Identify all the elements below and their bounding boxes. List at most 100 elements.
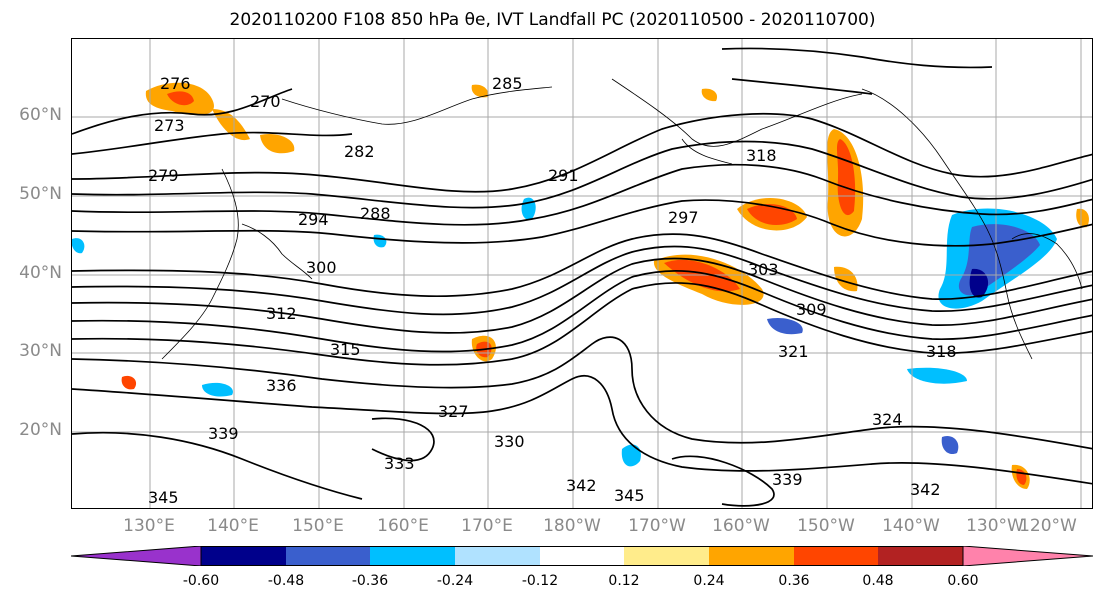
colorbar-tick: 0.24 — [693, 573, 725, 589]
contour-line — [72, 199, 1092, 247]
contour-label: 339 — [208, 424, 239, 443]
anomaly-patch — [202, 382, 233, 397]
anomaly-patch — [664, 259, 740, 292]
colorbar-tick: 0.60 — [947, 573, 979, 589]
colorbar-bin — [201, 546, 286, 566]
colorbar-bin — [624, 546, 709, 566]
contour-label: 288 — [360, 204, 391, 223]
contour-label: 276 — [160, 74, 191, 93]
coastline — [281, 86, 553, 125]
contour-line — [72, 257, 1092, 334]
lon-label-140e: 140°E — [207, 516, 259, 536]
anomaly-patch — [621, 444, 641, 467]
contour-label: 330 — [494, 432, 525, 451]
contour-label: 309 — [796, 300, 827, 319]
theta-e-contours — [72, 47, 1092, 507]
contour-label: 345 — [148, 488, 179, 507]
anomaly-patch — [969, 268, 989, 298]
coastline — [861, 88, 1033, 360]
anomaly-patch — [834, 266, 858, 292]
coastline — [1011, 233, 1083, 290]
map-panel: 273 270 276 279 282 285 288 291 294 297 … — [71, 38, 1093, 509]
colorbar-outline — [200, 546, 964, 566]
contour-line — [72, 282, 1092, 366]
colorbar-extend-low — [71, 546, 202, 566]
contour-line — [721, 47, 993, 69]
lon-label-160w: 160°W — [712, 516, 770, 536]
colorbar-tick: 0.48 — [862, 573, 894, 589]
colorbar-tick: 0.36 — [778, 573, 810, 589]
contour-label: 336 — [266, 376, 297, 395]
lon-label-170e: 170°E — [461, 516, 513, 536]
contour-label: 291 — [548, 166, 579, 185]
contour-line — [72, 245, 1092, 316]
contour-line — [72, 233, 1092, 300]
contour-line — [72, 375, 1092, 485]
contour-label: 321 — [778, 342, 809, 361]
contour-label: 333 — [384, 454, 415, 473]
coastline — [161, 168, 239, 360]
lon-label-180w: 180°W — [543, 516, 601, 536]
anomaly-patch — [767, 317, 803, 335]
contour-line — [72, 131, 353, 155]
map-title: 2020110200 F108 850 hPa θe, IVT Landfall… — [229, 10, 876, 30]
coastline — [241, 223, 313, 280]
lon-label-130e: 130°E — [123, 516, 175, 536]
map-canvas: 273 270 276 279 282 285 288 291 294 297 … — [72, 39, 1092, 508]
contour-label: 318 — [746, 146, 777, 165]
lon-label-120w: 120°W — [1019, 516, 1077, 536]
colorbar-tick: -0.24 — [436, 573, 474, 589]
anomaly-patch — [167, 91, 194, 106]
colorbar-extend-high — [962, 546, 1093, 566]
lat-label-50n: 50°N — [19, 184, 62, 204]
contour-label: 327 — [438, 402, 469, 421]
contour-label: 300 — [306, 258, 337, 277]
contour-label: 303 — [748, 260, 779, 279]
graticule — [72, 39, 1092, 508]
contour-label: 318 — [926, 342, 957, 361]
contour-label: 273 — [154, 116, 185, 135]
contour-line — [72, 431, 363, 500]
colorbar-tick: -0.48 — [267, 573, 305, 589]
contour-label: 297 — [668, 208, 699, 227]
contour-label: 279 — [148, 166, 179, 185]
contour-label: 324 — [872, 410, 903, 429]
lon-label-130w: 130°W — [966, 516, 1024, 536]
colorbar-bin — [878, 546, 963, 566]
anomaly-patch — [907, 367, 967, 384]
colorbar-tick: -0.36 — [351, 573, 389, 589]
contour-label: 345 — [614, 486, 645, 505]
colorbar-bin — [709, 546, 794, 566]
colorbar-bin — [455, 546, 540, 566]
contour-line — [72, 270, 1092, 353]
lon-label-140w: 140°W — [882, 516, 940, 536]
anomaly-patch — [941, 435, 959, 455]
contour-label: 342 — [910, 480, 941, 499]
lat-label-30n: 30°N — [19, 341, 62, 361]
coastline — [611, 78, 863, 147]
anomaly-patch — [373, 234, 387, 248]
contour-labels: 273 270 276 279 282 285 288 291 294 297 … — [148, 74, 957, 507]
contour-label: 270 — [250, 92, 281, 111]
lon-label-150e: 150°E — [292, 516, 344, 536]
anomaly-patch — [521, 197, 536, 220]
contour-label: 339 — [772, 470, 803, 489]
contour-line — [72, 163, 1092, 226]
colorbar-tick: 0.12 — [608, 573, 640, 589]
contour-label: 342 — [566, 476, 597, 495]
colorbar-tick: -0.60 — [182, 573, 220, 589]
colorbar-bin — [286, 546, 370, 566]
contour-label: 312 — [266, 304, 297, 323]
contour-line — [72, 140, 1092, 209]
contour-label: 285 — [492, 74, 523, 93]
contour-line — [72, 336, 1092, 450]
anomaly-patch — [260, 133, 295, 154]
colorbar — [71, 546, 1093, 566]
contour-line — [731, 78, 873, 95]
lon-label-160e: 160°E — [377, 516, 429, 536]
anomaly-patch — [121, 375, 137, 390]
lat-label-20n: 20°N — [19, 420, 62, 440]
lat-label-40n: 40°N — [19, 263, 62, 283]
contour-line — [72, 112, 1092, 193]
colorbar-bin — [540, 546, 624, 566]
